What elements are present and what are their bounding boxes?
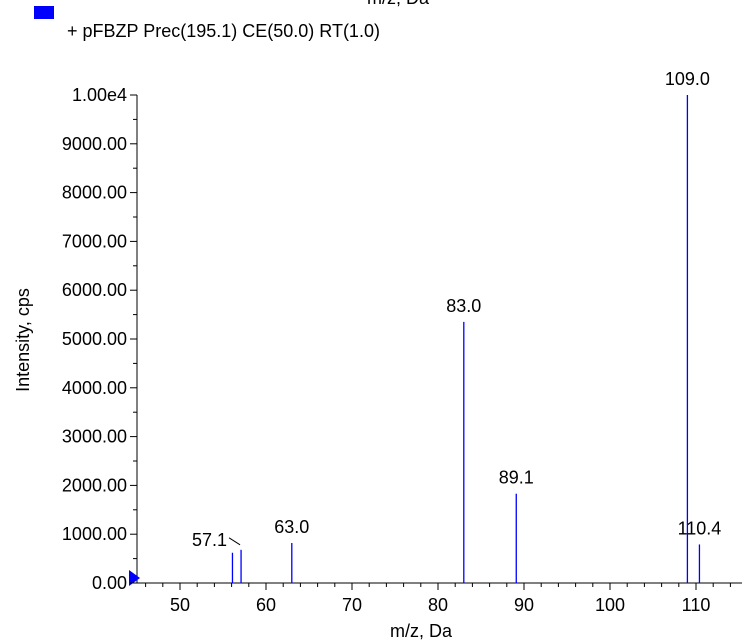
y-tick-label: 6000.00 <box>62 280 127 300</box>
y-tick-label: 1000.00 <box>62 524 127 544</box>
x-tick-label: 80 <box>428 595 448 615</box>
peak-label: 57.1 <box>192 530 227 550</box>
peak-label: 63.0 <box>274 517 309 537</box>
peak-label: 109.0 <box>665 69 710 89</box>
y-axis-marker-icon[interactable] <box>129 570 140 586</box>
y-axis-title: Intensity, cps <box>13 288 33 392</box>
peak-label: 89.1 <box>499 468 534 488</box>
x-tick-label: 90 <box>514 595 534 615</box>
x-axis-title: m/z, Da <box>390 621 453 641</box>
x-tick-label: 50 <box>170 595 190 615</box>
y-tick-label: 4000.00 <box>62 378 127 398</box>
peak-label: 110.4 <box>678 518 722 538</box>
y-tick-label: 2000.00 <box>62 475 127 495</box>
y-tick-label: 3000.00 <box>62 427 127 447</box>
y-tick-label: 7000.00 <box>62 231 127 251</box>
x-tick-label: 70 <box>342 595 362 615</box>
x-ticks: 5060708090100110120 <box>145 583 731 615</box>
y-tick-label: 9000.00 <box>62 134 127 154</box>
peak-label: 83.0 <box>446 296 481 316</box>
y-tick-label: 0.00 <box>92 573 127 593</box>
x-tick-label: 60 <box>256 595 276 615</box>
y-tick-label: 5000.00 <box>62 329 127 349</box>
legend-label: + pFBZP Prec(195.1) CE(50.0) RT(1.0) <box>67 21 380 41</box>
y-tick-label: 1.00e4 <box>72 85 127 105</box>
y-ticks: 0.00 1000.00 2000.00 3000.00 4000.00 5000.00 6… <box>62 85 137 593</box>
chart-title-cut: m/z, Da <box>367 0 430 8</box>
y-tick-label: 8000.00 <box>62 183 127 203</box>
x-tick-label: 100 <box>595 595 625 615</box>
legend-swatch <box>34 6 54 19</box>
legend: + pFBZP Prec(195.1) CE(50.0) RT(1.0) <box>34 6 380 41</box>
peak-leader-line <box>228 537 241 546</box>
x-tick-label: 110 <box>682 595 711 615</box>
peak-labels: 57.1 63.0 83.0 89.1 109.0 110.4 <box>192 69 721 550</box>
peaks <box>231 95 701 583</box>
